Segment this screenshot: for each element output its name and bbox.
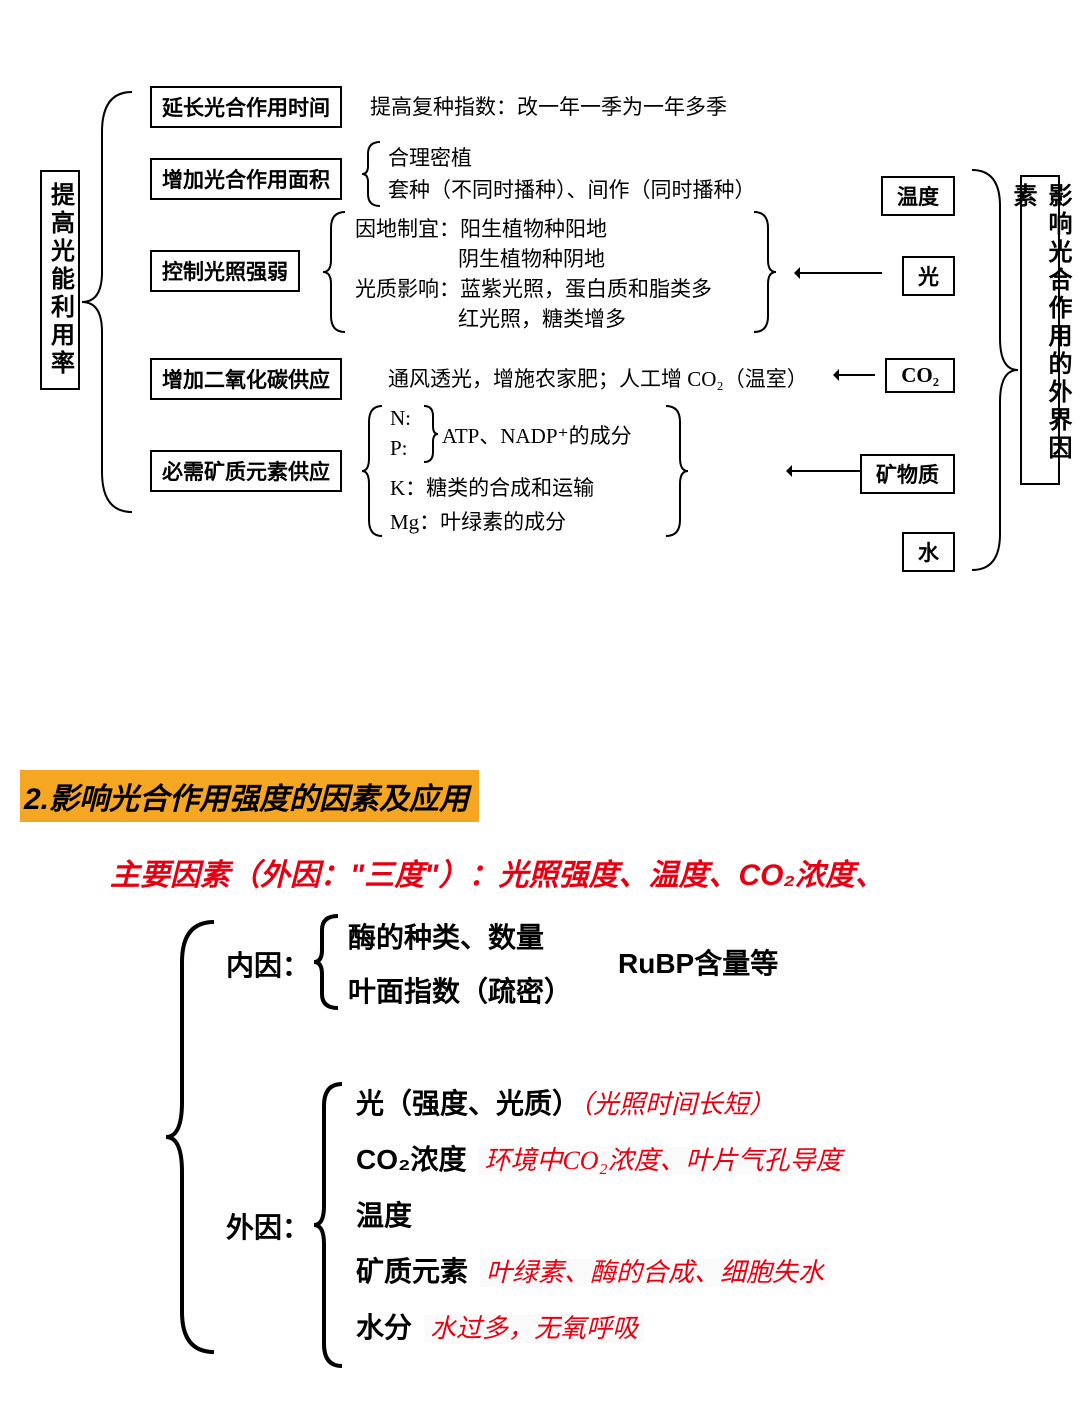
factor-temp: 温度: [881, 176, 955, 216]
section2-diagram: 内因： 酶的种类、数量 叶面指数（疏密） RuBP含量等 外因： 光（强度、光质…: [170, 916, 1060, 1376]
row5-b: P:: [390, 436, 408, 461]
row3-d: 红光照，糖类增多: [458, 303, 626, 333]
row4-box-text: 增加二氧化碳供应: [162, 368, 330, 392]
brace-s2-outer: [166, 922, 224, 1352]
right-title-box: 影响光合作用的外界因素: [1020, 175, 1060, 485]
row5-c: K：糖类的合成和运输: [390, 472, 594, 502]
row4-box: 增加二氧化碳供应: [150, 358, 342, 400]
w4: 矿质元素叶绿素、酶的合成、细胞失水: [356, 1250, 830, 1290]
row3-box: 控制光照强弱: [150, 250, 300, 292]
factor-co2: CO₂: [885, 358, 955, 393]
waiyin-label: 外因：: [226, 1206, 310, 1246]
factor-mineral-text: 矿物质: [876, 463, 939, 487]
brace-row5: [362, 406, 386, 536]
row5-box: 必需矿质元素供应: [150, 450, 342, 492]
w5-note: 水过多，无氧呼吸: [424, 1314, 644, 1343]
main-a: 主要因素（: [110, 859, 260, 892]
brace-row2: [362, 142, 384, 206]
row4-text: 通风透光，增施农家肥；人工增 CO₂（温室）: [388, 363, 808, 393]
row5-ab-note: ATP、NADP⁺的成分: [442, 420, 632, 450]
row5-d: Mg：叶绿素的成分: [390, 506, 566, 536]
w5: 水分水过多，无氧呼吸: [356, 1306, 644, 1346]
factor-light: 光: [902, 256, 955, 296]
row1-box: 延长光合作用时间: [150, 86, 342, 128]
neiyin-side: RuBP含量等: [618, 942, 778, 982]
row1-box-text: 延长光合作用时间: [162, 96, 330, 120]
row3-box-text: 控制光照强弱: [162, 260, 288, 284]
top-diagram: 提高光能利用率 延长光合作用时间 提高复种指数：改一年一季为一年多季 增加光合作…: [40, 80, 1060, 590]
w4-note: 叶绿素、酶的合成、细胞失水: [480, 1258, 830, 1287]
neiyin-2: 叶面指数（疏密）: [348, 970, 572, 1010]
left-title-box: 提高光能利用率: [40, 170, 80, 390]
row2-b: 套种（不同时播种）、间作（同时播种）: [388, 174, 756, 204]
w1-note: （光照时间长短）: [580, 1090, 775, 1119]
factor-co2-text: CO₂: [901, 363, 939, 387]
arrow-light: [798, 272, 882, 274]
row2-box-text: 增加光合作用面积: [162, 168, 330, 192]
left-title: 提高光能利用率: [43, 182, 78, 378]
arrow-co2: [837, 374, 875, 376]
factor-light-text: 光: [918, 265, 939, 289]
main-b: 外因："三度"）：光照强度、温度、CO₂浓度、: [260, 859, 885, 892]
row2-box: 增加光合作用面积: [150, 158, 342, 200]
row3-a: 因地制宜：阳生植物种阳地: [355, 213, 607, 243]
brace-row3-close: [748, 212, 776, 332]
w1: 光（强度、光质）（光照时间长短）: [356, 1082, 775, 1122]
brace-right-main: [962, 170, 1018, 570]
brace-row5-np: [420, 406, 438, 462]
brace-row3: [323, 212, 351, 332]
row1-text: 提高复种指数：改一年一季为一年多季: [370, 91, 727, 121]
brace-neiyin: [314, 916, 344, 1008]
w2: CO₂浓度环境中CO₂浓度、叶片气孔导度: [356, 1138, 848, 1178]
factor-water-text: 水: [918, 541, 939, 565]
w3: 温度: [356, 1194, 412, 1234]
factor-temp-text: 温度: [897, 185, 939, 209]
main-factors-line: 主要因素（外因："三度"）：光照强度、温度、CO₂浓度、: [110, 850, 1060, 894]
neiyin-label: 内因：: [226, 944, 310, 984]
w4-text: 矿质元素: [356, 1256, 468, 1287]
row5-box-text: 必需矿质元素供应: [162, 460, 330, 484]
neiyin-1: 酶的种类、数量: [348, 916, 544, 956]
row2-a: 合理密植: [388, 142, 472, 172]
w5-text: 水分: [356, 1312, 412, 1343]
w2-note: 环境中CO₂浓度、叶片气孔导度: [478, 1146, 847, 1175]
brace-row5-close: [660, 406, 688, 536]
factor-mineral: 矿物质: [860, 454, 955, 494]
brace-waiyin: [314, 1084, 350, 1366]
row3-b: 阴生植物种阴地: [458, 243, 605, 273]
section2: 2.影响光合作用强度的因素及应用 主要因素（外因："三度"）：光照强度、温度、C…: [20, 770, 1060, 1376]
factor-water: 水: [902, 532, 955, 572]
section2-heading: 2.影响光合作用强度的因素及应用: [20, 770, 479, 822]
arrow-mineral: [790, 470, 860, 472]
w1-text: 光（强度、光质）: [356, 1088, 580, 1119]
w2-text: CO₂浓度: [356, 1144, 466, 1175]
brace-left-main: [82, 92, 142, 512]
row5-a: N:: [390, 406, 411, 431]
row3-c: 光质影响：蓝紫光照，蛋白质和脂类多: [355, 273, 712, 303]
